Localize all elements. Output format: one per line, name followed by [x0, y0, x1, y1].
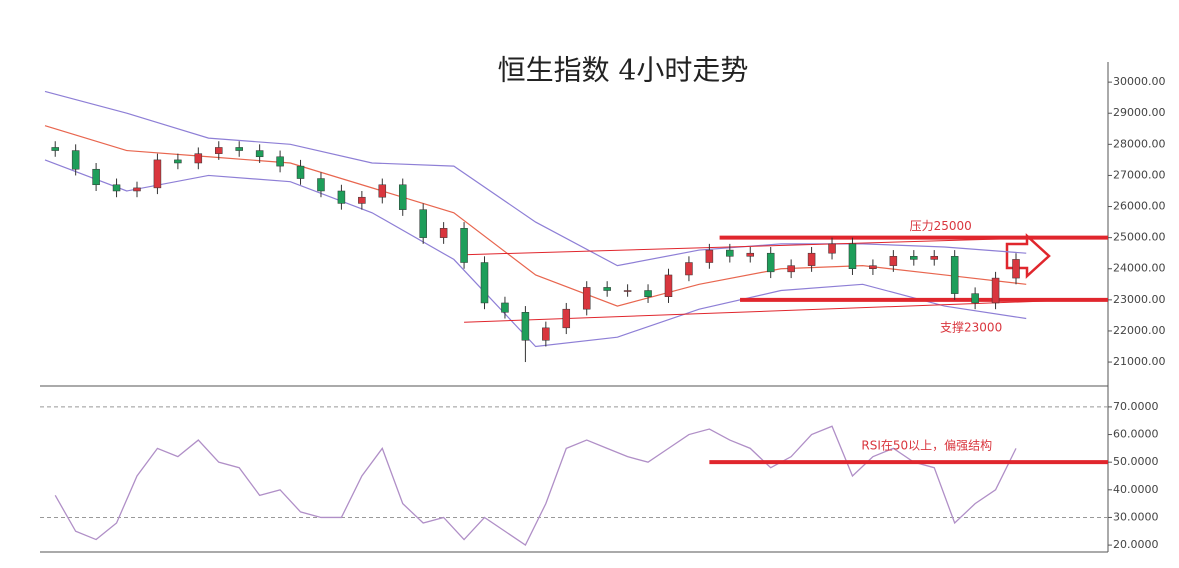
candle-body: [358, 196, 366, 204]
candle-body: [950, 256, 959, 294]
candle-body: [133, 187, 141, 192]
candle-body: [991, 277, 1000, 304]
candle-body: [664, 274, 673, 297]
y-tick-label: 70.0000: [1113, 400, 1159, 413]
trend-line: [464, 299, 1078, 323]
candle-body: [726, 249, 734, 257]
candle-body: [276, 156, 284, 167]
y-tick-label: 20.0000: [1113, 538, 1159, 551]
y-tick-label: 28000.00: [1113, 137, 1166, 150]
trend-line: [464, 237, 1047, 256]
y-tick-label: 24000.00: [1113, 262, 1166, 275]
candle-body: [255, 150, 264, 158]
candle-body: [644, 290, 652, 297]
band-line: [44, 90, 1027, 267]
candle-body: [1012, 259, 1020, 279]
level-label: 压力25000: [910, 219, 972, 233]
candle-body: [930, 256, 938, 260]
candle-body: [398, 184, 407, 210]
candle-body: [705, 249, 714, 263]
chart-title: 恒生指数 4小时走势: [498, 54, 749, 87]
candle-body: [215, 147, 223, 154]
candle-body: [971, 293, 979, 304]
y-tick-label: 30000.00: [1113, 75, 1166, 88]
candle-body: [746, 252, 755, 257]
y-tick-label: 50.0000: [1113, 455, 1159, 468]
candle-body: [153, 159, 162, 189]
candle-body: [910, 256, 918, 260]
candle-body: [460, 228, 468, 263]
candle-body: [623, 290, 632, 292]
level-label: 支撑23000: [940, 319, 1002, 334]
candle-body: [501, 302, 509, 313]
candle-body: [542, 327, 550, 341]
y-tick-label: 30.0000: [1113, 510, 1159, 523]
candle-body: [439, 228, 448, 238]
candle-body: [317, 178, 325, 192]
y-tick-label: 21000.00: [1113, 355, 1166, 368]
candle-body: [848, 243, 857, 269]
y-tick-label: 22000.00: [1113, 324, 1166, 337]
y-tick-label: 27000.00: [1113, 168, 1166, 181]
candle-body: [828, 243, 836, 254]
candle-body: [51, 147, 59, 151]
candle-body: [194, 153, 203, 164]
candle-body: [603, 287, 611, 291]
band-line: [44, 159, 1027, 348]
candle-body: [235, 147, 243, 151]
candle-body: [787, 265, 795, 273]
candle-body: [92, 168, 100, 186]
candle-body: [174, 159, 182, 164]
candle-body: [869, 265, 877, 269]
candle-body: [766, 252, 775, 273]
y-tick-label: 60.0000: [1113, 428, 1159, 441]
level-label: RSI在50以上，偏强结构: [861, 438, 992, 453]
candle-body: [807, 252, 816, 266]
candle-body: [521, 312, 530, 341]
y-tick-label: 40.0000: [1113, 483, 1159, 496]
y-tick-label: 26000.00: [1113, 200, 1166, 213]
y-tick-label: 29000.00: [1113, 106, 1166, 119]
candle-body: [685, 262, 693, 276]
candle-body: [419, 209, 427, 238]
candle-body: [296, 165, 305, 179]
candle-body: [889, 256, 898, 266]
candle-body: [480, 262, 489, 304]
y-tick-label: 25000.00: [1113, 231, 1166, 244]
rsi-line: [54, 425, 1017, 547]
candle-body: [562, 308, 571, 329]
candle-body: [378, 184, 387, 198]
candle-body: [71, 150, 80, 170]
y-tick-label: 23000.00: [1113, 293, 1166, 306]
candle-body: [112, 184, 121, 192]
band-line: [44, 125, 1027, 307]
candle-body: [337, 190, 346, 204]
candle-body: [582, 287, 591, 310]
